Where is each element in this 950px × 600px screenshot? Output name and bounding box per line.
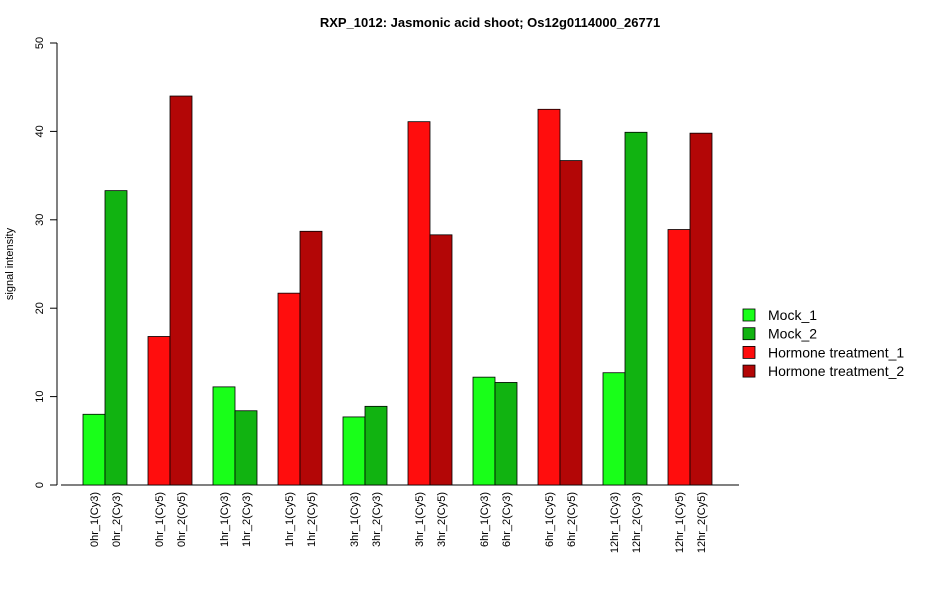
bar-1hr_1(Cy3) bbox=[212, 386, 236, 486]
bars bbox=[82, 95, 713, 486]
legend-swatch bbox=[742, 364, 756, 378]
x-tick-label: 6hr_1(Cy5) bbox=[544, 492, 556, 547]
legend: Mock_1 Mock_2 Hormone treatment_1 Hormone t… bbox=[742, 307, 904, 379]
x-tick-label: 12hr_2(Cy3) bbox=[631, 492, 643, 553]
bar-12hr_1(Cy3) bbox=[602, 372, 626, 486]
x-tick-label: 3hr_2(Cy3) bbox=[371, 492, 383, 547]
x-tick-label: 0hr_1(Cy3) bbox=[89, 492, 101, 547]
y-tick-label: 0 bbox=[34, 482, 46, 488]
x-tick-labels: 0hr_1(Cy3) 0hr_2(Cy3) 0hr_1(Cy5) 0hr_2(Cy5)… bbox=[89, 492, 708, 553]
bar-0hr_1(Cy3) bbox=[82, 413, 106, 486]
bar-6hr_1(Cy5) bbox=[537, 108, 561, 486]
bar-3hr_1(Cy3) bbox=[342, 416, 366, 486]
bar-0hr_2(Cy3) bbox=[104, 190, 128, 486]
legend-swatch bbox=[742, 327, 756, 341]
y-axis-label: signal intensity bbox=[4, 227, 16, 300]
legend-label: Mock_1 bbox=[768, 307, 817, 323]
x-tick-label: 0hr_2(Cy3) bbox=[111, 492, 123, 547]
y-tick-label: 50 bbox=[34, 37, 46, 49]
x-tick-label: 0hr_1(Cy5) bbox=[154, 492, 166, 547]
legend-swatch bbox=[742, 308, 756, 322]
x-tick-label: 6hr_2(Cy5) bbox=[566, 492, 578, 547]
legend-swatch bbox=[742, 345, 756, 359]
bar-6hr_2(Cy5) bbox=[559, 160, 583, 486]
x-tick-label: 3hr_1(Cy3) bbox=[349, 492, 361, 547]
bar-1hr_1(Cy5) bbox=[277, 292, 301, 486]
bar-12hr_2(Cy5) bbox=[689, 132, 713, 486]
bar-6hr_2(Cy3) bbox=[494, 382, 518, 486]
x-tick-label: 12hr_2(Cy5) bbox=[696, 492, 708, 553]
x-tick-label: 12hr_1(Cy5) bbox=[674, 492, 686, 553]
x-tick-label: 3hr_1(Cy5) bbox=[414, 492, 426, 547]
y-axis: 0 10 20 30 40 50 bbox=[34, 37, 58, 488]
x-tick-label: 1hr_2(Cy5) bbox=[306, 492, 318, 547]
bar-3hr_2(Cy3) bbox=[364, 405, 388, 486]
y-tick-label: 20 bbox=[34, 302, 46, 314]
legend-label: Mock_2 bbox=[768, 326, 817, 342]
bar-0hr_1(Cy5) bbox=[147, 336, 171, 486]
bar-1hr_2(Cy3) bbox=[234, 410, 258, 486]
x-tick-label: 1hr_2(Cy3) bbox=[241, 492, 253, 547]
y-tick-label: 40 bbox=[34, 125, 46, 137]
x-tick-label: 1hr_1(Cy5) bbox=[284, 492, 296, 547]
x-tick-label: 6hr_1(Cy3) bbox=[479, 492, 491, 547]
bar-3hr_2(Cy5) bbox=[429, 234, 453, 486]
y-tick-label: 10 bbox=[34, 390, 46, 402]
x-tick-label: 12hr_1(Cy3) bbox=[609, 492, 621, 553]
bar-1hr_2(Cy5) bbox=[299, 230, 323, 486]
x-tick-label: 3hr_2(Cy5) bbox=[436, 492, 448, 547]
legend-label: Hormone treatment_1 bbox=[768, 344, 904, 360]
chart-title: RXP_1012: Jasmonic acid shoot; Os12g0114… bbox=[320, 15, 660, 30]
bar-0hr_2(Cy5) bbox=[169, 95, 193, 486]
bar-12hr_1(Cy5) bbox=[667, 229, 691, 486]
bar-12hr_2(Cy3) bbox=[624, 131, 648, 486]
x-tick-label: 0hr_2(Cy5) bbox=[176, 492, 188, 547]
x-tick-label: 1hr_1(Cy3) bbox=[219, 492, 231, 547]
bar-3hr_1(Cy5) bbox=[407, 121, 431, 486]
bar-6hr_1(Cy3) bbox=[472, 376, 496, 486]
y-tick-label: 30 bbox=[34, 214, 46, 226]
legend-label: Hormone treatment_2 bbox=[768, 363, 904, 379]
x-tick-label: 6hr_2(Cy3) bbox=[501, 492, 513, 547]
